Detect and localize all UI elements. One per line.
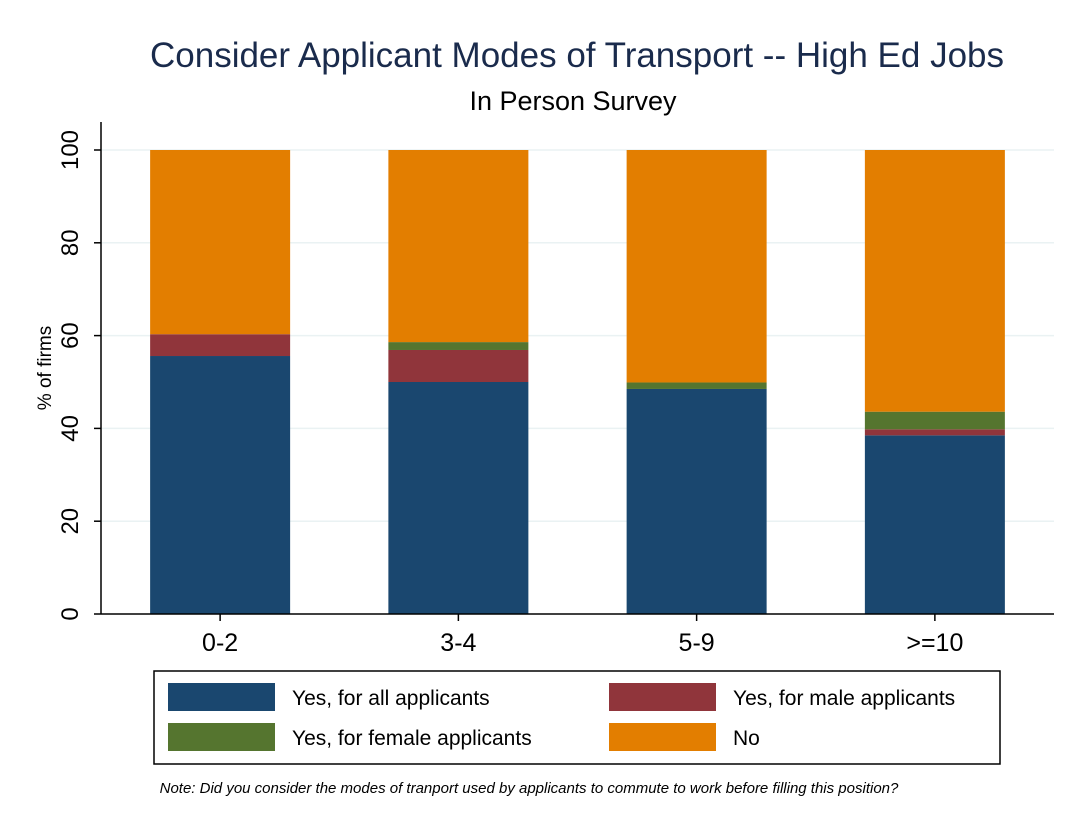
y-tick-label: 100 — [57, 130, 84, 170]
bar-segment — [864, 411, 1005, 430]
legend-swatch — [609, 683, 716, 711]
y-axis-label: % of firms — [35, 326, 56, 410]
bar-segment — [626, 388, 767, 614]
chart-subtitle: In Person Survey — [469, 86, 677, 116]
y-tick-label: 80 — [57, 229, 84, 256]
note-text: Note: Did you consider the modes of tran… — [160, 780, 899, 797]
bar-segment — [864, 435, 1005, 614]
legend-swatch — [609, 723, 716, 751]
x-tick-label: 0-2 — [202, 629, 238, 657]
legend-label: Yes, for female applicants — [292, 727, 532, 750]
y-tick-label: 60 — [57, 322, 84, 349]
bar-segment — [864, 150, 1005, 412]
y-ticks: 0 20 40 60 80 100 — [57, 130, 101, 621]
x-tick-label: >=10 — [906, 629, 963, 657]
chart-title: Consider Applicant Modes of Transport --… — [150, 36, 1004, 75]
legend-swatch — [168, 723, 275, 751]
legend: Yes, for all applicants Yes, for male app… — [168, 683, 955, 751]
legend-label: Yes, for all applicants — [292, 687, 490, 710]
y-tick-label: 40 — [57, 415, 84, 442]
bar-segment — [388, 382, 529, 614]
bar-segment — [150, 334, 291, 357]
bar-segment — [864, 429, 1005, 436]
y-tick-label: 0 — [57, 607, 84, 620]
x-tick-label: 5-9 — [679, 629, 715, 657]
bar-segment — [388, 342, 529, 350]
bar-segment — [150, 150, 291, 335]
x-ticks: 0-2 3-4 5-9 >=10 — [202, 614, 963, 657]
bar-segment — [388, 150, 529, 343]
legend-swatch — [168, 683, 275, 711]
x-tick-label: 3-4 — [440, 629, 476, 657]
bar-segment — [626, 150, 767, 383]
bar-segment — [388, 349, 529, 382]
bar-segment — [626, 382, 767, 389]
legend-label: No — [733, 727, 760, 750]
bars — [150, 150, 1005, 614]
bar-segment — [150, 356, 291, 614]
legend-box — [153, 670, 1001, 765]
legend-label: Yes, for male applicants — [733, 687, 955, 710]
y-tick-label: 20 — [57, 508, 84, 535]
